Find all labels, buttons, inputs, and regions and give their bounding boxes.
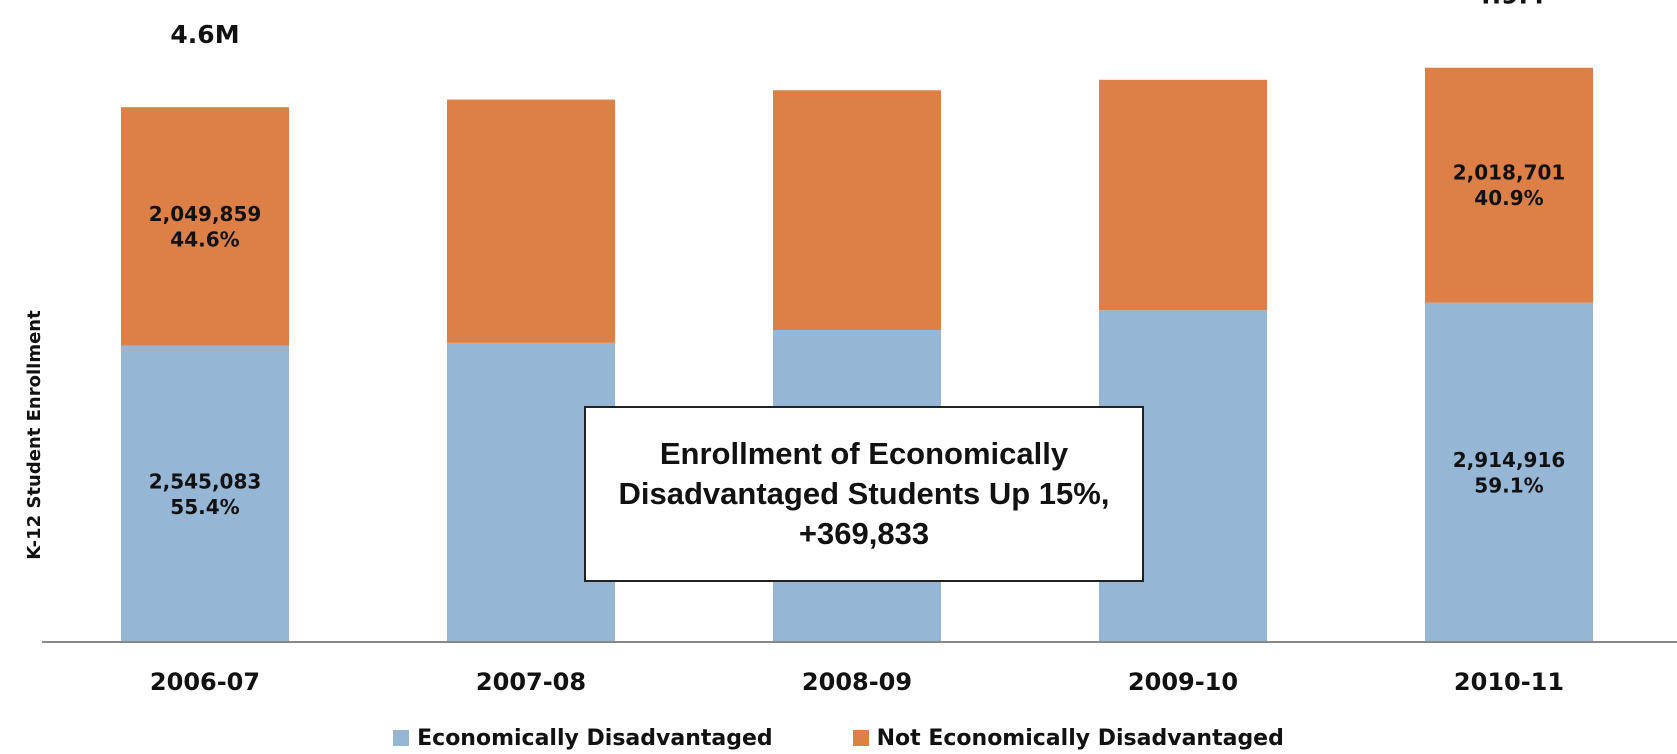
legend-label-disadvantaged: Economically Disadvantaged	[417, 725, 773, 751]
legend-item-disadvantaged: Economically Disadvantaged	[393, 726, 773, 751]
legend-swatch-not-disadvantaged	[852, 730, 869, 746]
x-tick-2008-09: 2008-09	[802, 668, 912, 696]
bar-disadvantaged-2010-11	[1425, 302, 1593, 642]
data-label-not-disadvantaged-2006-07: 2,049,859 44.6%	[149, 202, 262, 252]
legend: Economically Disadvantaged Not Economica…	[0, 722, 1677, 754]
annotation-callout: Enrollment of Economically Disadvantaged…	[584, 406, 1144, 582]
bars-group: 2,545,083 55.4% 2,049,859 44.6% 4.6M 2,914,91…	[121, 0, 1593, 642]
bar-disadvantaged-2006-07	[121, 345, 289, 642]
bar-not-disadvantaged-2009-10	[1099, 79, 1267, 311]
data-label-not-disadvantaged-2010-11: 2,018,701 40.9%	[1453, 161, 1566, 211]
total-label-2010-11: 4.9M	[1474, 0, 1543, 10]
bar-not-disadvantaged-2008-09	[773, 90, 941, 331]
enrollment-chart: K-12 Student Enrollment 2,545,083 55.4%2,…	[24, 0, 1677, 696]
total-label-2006-07: 4.6M	[170, 20, 239, 49]
y-axis-label: K-12 Student Enrollment	[24, 310, 45, 560]
data-label-disadvantaged-2006-07: 2,545,083 55.4%	[149, 469, 262, 519]
x-tick-labels: 2006-07 2007-08 2008-09 2009-10 2010-11	[150, 668, 1564, 696]
x-tick-2006-07: 2006-07	[150, 668, 260, 696]
bar-not-disadvantaged-2007-08	[447, 99, 615, 343]
legend-swatch-disadvantaged	[393, 730, 410, 746]
data-label-disadvantaged-2010-11: 2,914,916 59.1%	[1453, 448, 1566, 498]
legend-label-not-disadvantaged: Not Economically Disadvantaged	[876, 725, 1284, 751]
x-tick-2010-11: 2010-11	[1454, 668, 1564, 696]
annotation-text: Enrollment of Economically Disadvantaged…	[618, 436, 1110, 551]
bar-not-disadvantaged-2010-11	[1425, 67, 1593, 303]
x-tick-2009-10: 2009-10	[1128, 668, 1238, 696]
x-tick-2007-08: 2007-08	[476, 668, 586, 696]
legend-item-not-disadvantaged: Not Economically Disadvantaged	[852, 725, 1284, 751]
bar-not-disadvantaged-2006-07	[121, 107, 289, 346]
